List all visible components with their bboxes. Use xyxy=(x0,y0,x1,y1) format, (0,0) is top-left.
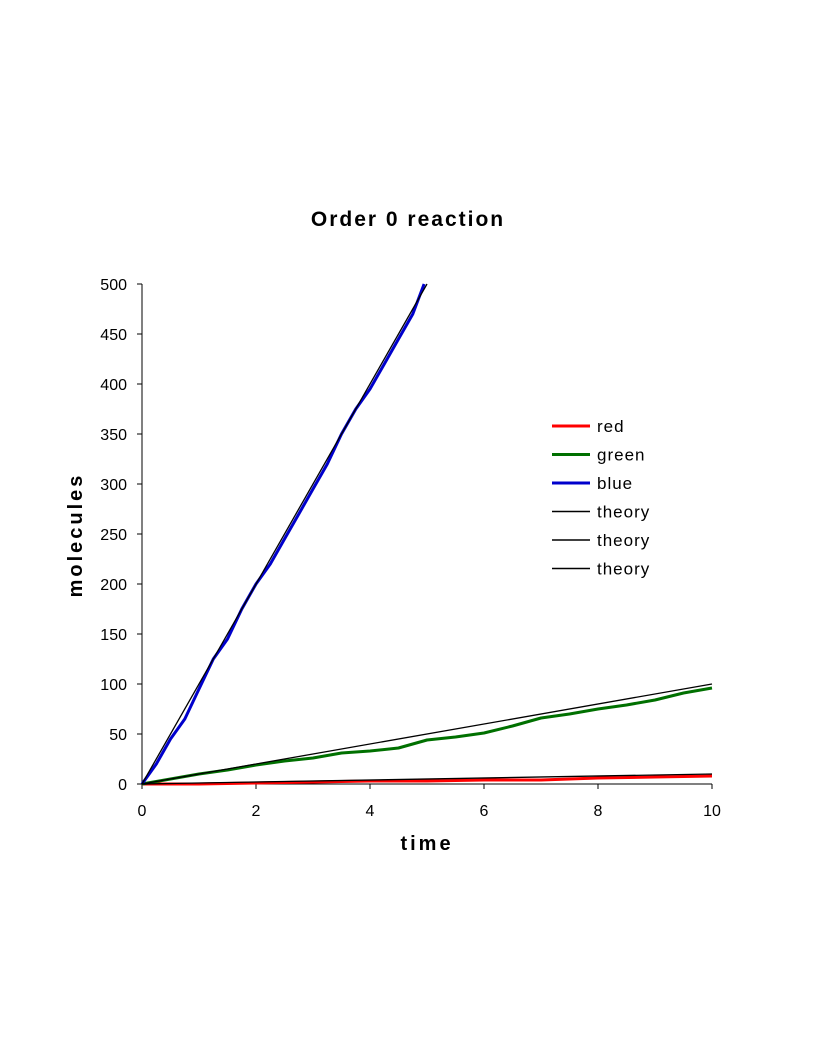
y-axis-label: molecules xyxy=(65,473,87,598)
x-tick-label: 8 xyxy=(594,803,603,820)
legend-label: red xyxy=(597,417,625,436)
ticks-group: 0 50 100 150 200 250 300 350 400 450 500 0 2 4 6 8 10 xyxy=(100,277,721,820)
chart-title: Order 0 reaction xyxy=(311,208,505,231)
legend-label: green xyxy=(597,446,645,465)
x-tick-label: 10 xyxy=(703,803,721,820)
series-line-blue-2 xyxy=(140,283,426,785)
y-tick-label: 200 xyxy=(100,577,127,594)
legend-label: theory xyxy=(597,503,650,522)
x-tick-label: 6 xyxy=(480,803,489,820)
y-tick-label: 50 xyxy=(109,727,127,744)
y-tick-label: 0 xyxy=(118,777,127,794)
series-line-theory-5 xyxy=(141,283,428,785)
legend-label: theory xyxy=(597,531,650,550)
y-tick-label: 100 xyxy=(100,677,127,694)
y-tick-label: 350 xyxy=(100,427,127,444)
plot-area xyxy=(140,283,713,786)
y-tick-label: 450 xyxy=(100,327,127,344)
y-tick-label: 300 xyxy=(100,477,127,494)
series-line-red-0 xyxy=(142,774,713,786)
series-line-theory-4 xyxy=(141,683,713,785)
x-tick-label: 0 xyxy=(138,803,147,820)
x-axis-label: time xyxy=(400,833,453,855)
y-tick-label: 150 xyxy=(100,627,127,644)
series-line-green-1 xyxy=(141,686,713,786)
y-tick-label: 400 xyxy=(100,377,127,394)
legend-label: blue xyxy=(597,474,633,493)
legend-label: theory xyxy=(597,560,650,579)
legend: red green blue theory theory theory xyxy=(552,417,650,579)
y-tick-label: 250 xyxy=(100,527,127,544)
y-tick-label: 500 xyxy=(100,277,127,294)
series-line-theory-3 xyxy=(141,773,713,785)
x-tick-label: 2 xyxy=(252,803,261,820)
x-tick-label: 4 xyxy=(366,803,375,820)
